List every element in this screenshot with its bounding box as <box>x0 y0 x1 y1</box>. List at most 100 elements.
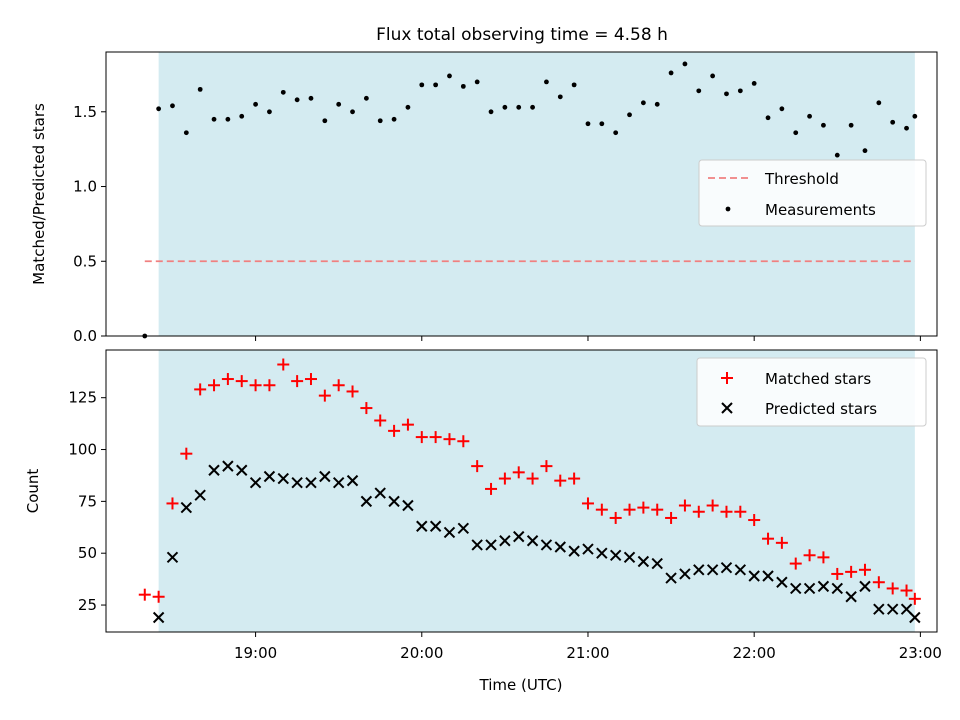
matched-star-point <box>845 565 858 578</box>
predicted-star-point <box>305 476 317 489</box>
matched-star-point <box>734 505 747 518</box>
predicted-star-point <box>623 551 636 564</box>
measurement-point <box>724 91 729 97</box>
measurement-point <box>308 95 314 101</box>
matched-star-point <box>429 431 442 444</box>
matched-star-point <box>554 474 567 487</box>
predicted-star-point <box>291 476 303 489</box>
y-tick-label: 125 <box>68 389 97 407</box>
measurement-point <box>793 130 799 136</box>
measurement-point <box>225 116 231 122</box>
matched-star-point <box>540 460 553 473</box>
y-tick-label: 50 <box>78 544 97 562</box>
measurement-point <box>765 115 771 121</box>
predicted-star-point <box>388 495 400 508</box>
predicted-star-point <box>277 472 289 485</box>
predicted-star-point <box>693 564 705 576</box>
chart-title: Flux total observing time = 4.58 h <box>376 25 668 45</box>
measurement-point <box>613 130 619 136</box>
predicted-star-point <box>499 535 511 547</box>
matched-star-point <box>706 499 719 512</box>
measurement-point <box>280 89 286 95</box>
predicted-star-point <box>582 543 594 555</box>
x-tick-label: 21:00 <box>566 644 609 662</box>
measurement-point <box>862 148 868 154</box>
bottom-y-ticks: 25 50 75 100 125 <box>68 389 106 614</box>
measurement-point <box>654 101 660 107</box>
predicted-star-point <box>360 495 373 508</box>
measurement-point <box>391 116 397 122</box>
matched-star-point <box>235 375 248 388</box>
predicted-star-point <box>831 582 843 595</box>
measurement-point <box>599 121 605 127</box>
measurement-point <box>419 82 425 88</box>
matched-star-point <box>512 466 525 479</box>
legend-matched-swatch <box>721 372 733 384</box>
predicted-star-point <box>180 501 193 514</box>
top-x-ticks <box>255 336 921 341</box>
matched-star-point <box>651 503 664 516</box>
predicted-star-point <box>194 489 206 501</box>
predicted-star-point <box>346 474 359 487</box>
predicted-star-point <box>526 535 539 547</box>
predicted-star-point <box>208 464 220 476</box>
bottom-panel: 25 50 75 100 125 19:00 20:00 21:00 22:00 23:00 C… <box>24 349 942 694</box>
measurement-point <box>336 101 342 107</box>
measurement-point <box>912 113 918 119</box>
bottom-x-ticks: 19:00 20:00 21:00 22:00 23:00 <box>234 632 942 662</box>
predicted-star-point <box>457 522 470 535</box>
matched-star-point <box>581 497 594 510</box>
matched-star-point <box>180 447 193 460</box>
top-legend: Threshold Measurements <box>698 159 927 227</box>
matched-star-point <box>900 584 913 597</box>
measurement-point <box>377 118 383 124</box>
measurement-point <box>350 109 355 115</box>
matched-star-point <box>457 435 470 448</box>
measurement-point <box>405 104 411 110</box>
measurement-point <box>544 79 549 85</box>
matched-star-point <box>609 511 622 524</box>
measurement-point <box>530 104 535 110</box>
matched-star-point <box>637 501 650 514</box>
predicted-star-point <box>886 603 899 615</box>
predicted-star-point <box>554 541 566 553</box>
top-y-ticks: 0.0 0.5 1.0 1.5 <box>73 103 106 345</box>
x-tick-label: 23:00 <box>899 644 942 662</box>
predicted-star-point <box>817 580 830 593</box>
x-axis-label: Time (UTC) <box>479 676 563 694</box>
predicted-star-point <box>263 470 276 483</box>
measurement-point <box>848 122 854 128</box>
predicted-star-point <box>720 562 733 574</box>
matched-star-point <box>401 418 414 431</box>
predicted-star-point <box>679 568 691 580</box>
top-y-label: Matched/Predicted stars <box>30 103 48 285</box>
predicted-star-point <box>236 464 248 476</box>
measurement-point <box>571 82 577 88</box>
predicted-star-point <box>596 547 608 559</box>
measurement-point <box>585 121 591 127</box>
matched-star-point <box>152 590 165 603</box>
matched-star-point <box>291 375 304 388</box>
measurement-point <box>239 113 245 119</box>
bottom-y-label: Count <box>24 469 42 514</box>
matched-star-point <box>374 414 387 427</box>
legend-predicted-swatch <box>721 402 733 414</box>
y-tick-label: 0.0 <box>73 327 97 345</box>
bottom-axes-frame <box>105 349 938 633</box>
measurement-point <box>890 119 896 125</box>
predicted-star-point <box>429 520 442 532</box>
matched-star-point <box>623 503 636 516</box>
matched-star-point <box>388 424 401 437</box>
predicted-star-point <box>665 572 677 584</box>
measurement-point <box>294 97 300 103</box>
matched-star-point <box>692 505 705 518</box>
predicted-star-point <box>416 520 428 532</box>
measurement-point <box>447 73 452 79</box>
matched-star-point <box>720 505 733 518</box>
predicted-star-point <box>568 545 580 557</box>
measurement-point <box>668 70 674 76</box>
matched-star-point <box>872 576 885 589</box>
predicted-points <box>152 460 921 624</box>
y-tick-label: 0.5 <box>73 252 97 270</box>
measurement-point <box>821 122 826 128</box>
